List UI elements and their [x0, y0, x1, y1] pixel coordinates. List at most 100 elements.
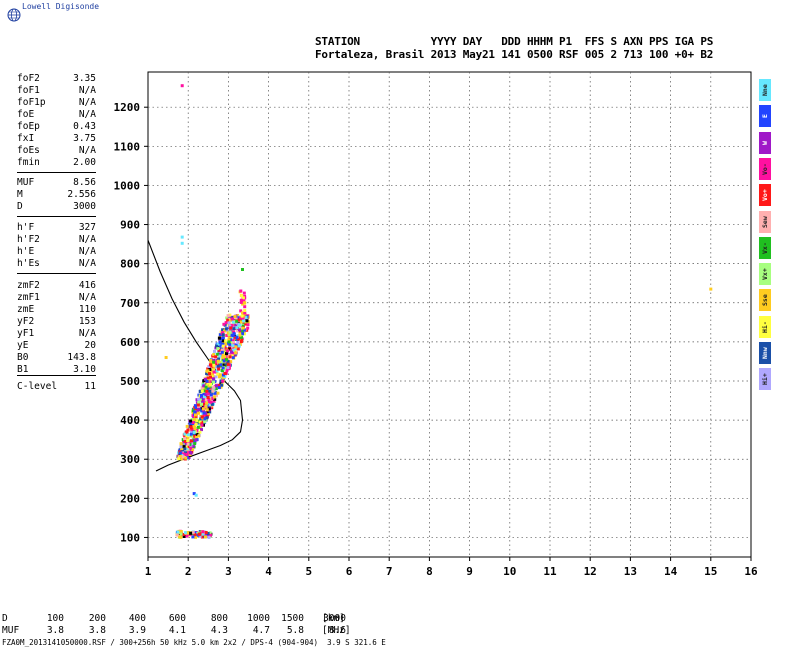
echo-point [185, 534, 189, 538]
param-value: 8.56 [73, 177, 96, 188]
echo-point [188, 442, 192, 446]
echo-point [180, 84, 184, 88]
echo-point [198, 398, 202, 402]
echo-point [233, 315, 237, 318]
echo-point [184, 456, 188, 460]
x-tick-label: 12 [584, 565, 597, 578]
echo-point [242, 298, 246, 302]
echo-point [212, 400, 216, 403]
echo-point [205, 369, 209, 373]
echo-point [209, 400, 212, 404]
echo-point [194, 493, 198, 497]
echo-point [191, 442, 195, 446]
echo-point [185, 434, 189, 438]
echo-point [179, 532, 183, 536]
echo-point [207, 407, 211, 411]
echo-point [202, 397, 206, 400]
y-tick-label: 800 [120, 258, 140, 271]
param-value: N/A [78, 292, 96, 303]
echo-point [241, 268, 244, 271]
echo-point [218, 353, 222, 356]
echo-point [231, 338, 235, 342]
param-row: fxI 3.75 [17, 133, 96, 145]
echo-point [228, 313, 232, 317]
echo-point [180, 241, 184, 245]
echo-point [226, 356, 230, 360]
echo-point [206, 396, 210, 399]
param-row: h'Es N/A [17, 258, 96, 270]
echo-point [208, 531, 212, 535]
echo-point [205, 379, 209, 383]
echo-point [223, 339, 227, 343]
echo-point [229, 338, 232, 342]
echo-point [179, 445, 183, 449]
echo-point [218, 354, 222, 358]
param-value: 3.10 [73, 364, 96, 375]
echo-point [191, 530, 195, 534]
param-value: N/A [78, 109, 96, 120]
muf-table-cell: 400 [128, 613, 146, 624]
param-value: 2.556 [67, 189, 96, 200]
param-row: B1 3.10 [17, 364, 96, 376]
echo-point [237, 318, 241, 322]
echo-point [214, 360, 218, 364]
param-name: foF1p [17, 97, 46, 108]
legend-item: Vo- [759, 157, 771, 180]
echo-point [223, 329, 226, 333]
echo-point [211, 358, 215, 362]
echo-point [212, 366, 216, 370]
echo-point [238, 333, 242, 337]
echo-point [225, 352, 228, 356]
param-value: 3.75 [73, 133, 96, 144]
x-tick-label: 7 [386, 565, 393, 578]
echo-point [208, 386, 212, 390]
param-value: N/A [78, 258, 96, 269]
echo-point [195, 428, 199, 432]
echo-point [194, 415, 198, 418]
file-info-footer: FZA0M_2013141050000.RSF / 300+256h 50 kH… [2, 638, 386, 647]
echo-point [226, 314, 230, 318]
echo-point [221, 336, 225, 340]
echo-point [240, 335, 243, 339]
echo-point [231, 356, 235, 360]
echo-point [203, 420, 207, 424]
echo-point [212, 370, 216, 374]
echo-point [202, 414, 206, 418]
param-name: fxI [17, 133, 35, 144]
echo-point [209, 375, 212, 379]
echo-point [207, 398, 211, 401]
muf-table-row-label: MUF [2, 625, 20, 636]
echo-point [208, 380, 212, 384]
echo-point [234, 347, 238, 351]
echo-point [198, 426, 202, 430]
param-divider [17, 375, 96, 376]
header-labels: STATION YYYY DAY DDD HHHM P1 FFS S AXN P… [315, 35, 714, 48]
echo-point [206, 392, 210, 396]
echo-point [214, 346, 218, 350]
param-row: foEs N/A [17, 145, 96, 157]
echo-point [227, 340, 231, 344]
echo-point [240, 316, 244, 320]
muf-table-cell: 8.6 [328, 625, 346, 636]
echo-points [164, 84, 713, 539]
echo-point [194, 422, 198, 426]
param-value: 3000 [73, 201, 96, 212]
echo-point [228, 355, 232, 359]
echo-point [230, 350, 233, 354]
echo-point [246, 326, 250, 330]
param-name: foEp [17, 121, 40, 132]
echo-point [227, 321, 231, 325]
echo-point [216, 372, 220, 376]
echo-point [185, 531, 189, 535]
echo-point [194, 435, 198, 439]
echo-point [226, 349, 230, 353]
echo-point [198, 420, 202, 424]
echo-point [229, 348, 233, 352]
app-title: Lowell Digisonde [22, 2, 100, 11]
x-tick-label: 6 [346, 565, 353, 578]
echo-point [211, 389, 215, 393]
param-divider [17, 216, 96, 217]
echo-point [191, 448, 195, 451]
echo-point [202, 392, 206, 396]
echo-point [201, 530, 205, 534]
